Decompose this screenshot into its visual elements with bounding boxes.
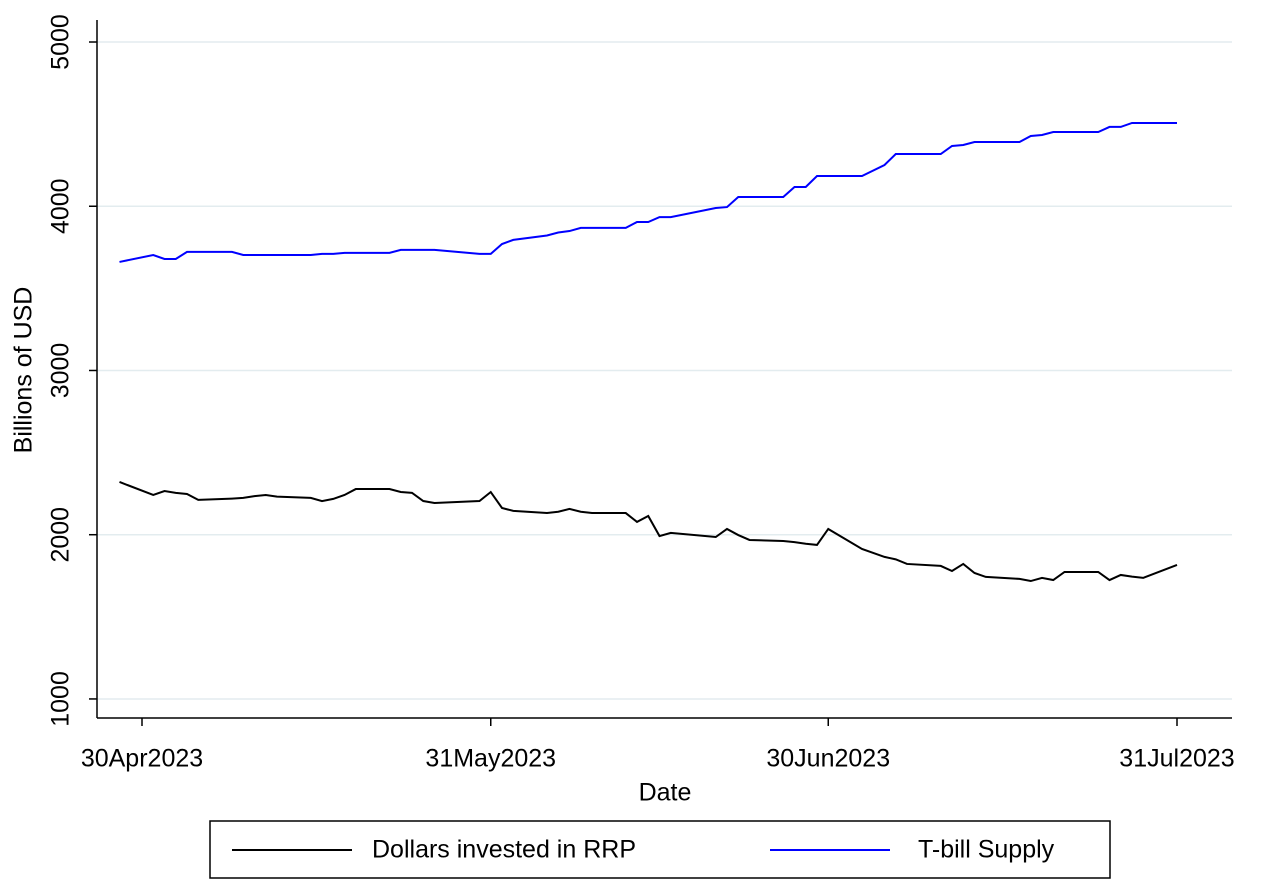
series-line (119, 121, 1177, 263)
y-tick-label: 4000 (47, 178, 75, 234)
x-tick-label: 31Jul2023 (1119, 745, 1234, 773)
legend-box (209, 820, 1111, 879)
x-tick-label: 30Jun2023 (766, 745, 890, 773)
y-tick-label: 1000 (47, 671, 75, 727)
y-axis-title: Billions of USD (10, 287, 38, 454)
x-axis-title: Date (639, 779, 692, 807)
series-line (119, 481, 1178, 583)
x-tick-label: 30Apr2023 (81, 745, 203, 773)
x-tick-label: 31May2023 (425, 745, 556, 773)
y-tick-label: 3000 (47, 343, 75, 399)
legend-label: T-bill Supply (918, 836, 1055, 864)
legend-label: Dollars invested in RRP (372, 836, 636, 864)
y-tick-label: 5000 (47, 14, 75, 70)
y-tick-label: 2000 (47, 507, 75, 563)
